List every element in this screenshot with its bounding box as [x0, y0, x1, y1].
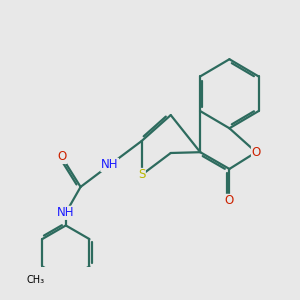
Text: NH: NH	[101, 158, 118, 172]
Text: S: S	[138, 168, 145, 182]
Text: O: O	[251, 146, 261, 159]
Text: O: O	[57, 151, 67, 164]
Text: CH₃: CH₃	[26, 275, 44, 285]
Text: O: O	[225, 194, 234, 207]
Text: NH: NH	[57, 206, 75, 219]
